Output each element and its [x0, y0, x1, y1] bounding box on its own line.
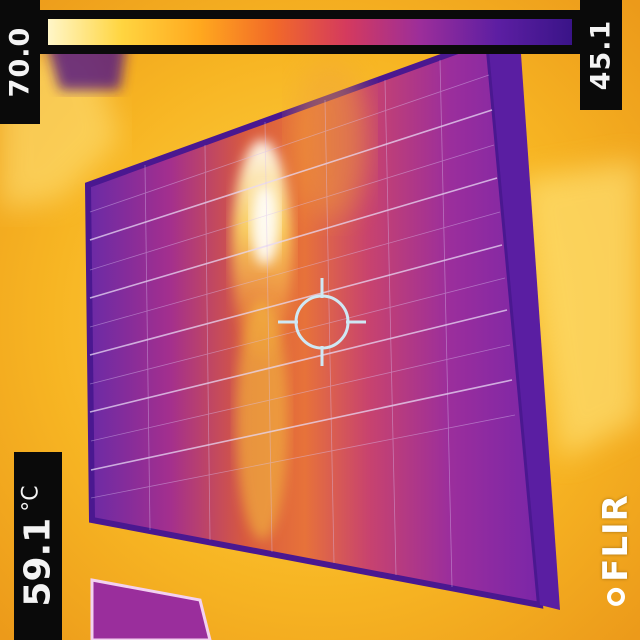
- brand-name: FLIR: [596, 494, 636, 582]
- spot-temperature-wrap: 59.1 °C: [18, 485, 59, 606]
- hot-core: [251, 185, 279, 265]
- solar-panel-frame-right: [488, 40, 560, 610]
- scale-min-label: 45.1: [585, 19, 617, 91]
- color-scale-gradient: [48, 19, 572, 45]
- hot-lower: [236, 300, 288, 540]
- spot-temperature-readout: 59.1 °C: [14, 452, 62, 640]
- scale-max-label: 70.0: [4, 26, 36, 98]
- scale-min-readout: 45.1: [580, 0, 622, 110]
- background-hot-patch: [520, 160, 640, 460]
- brand-logo: FLIR: [592, 470, 640, 630]
- panel-grid-horizontal: [89, 109, 513, 471]
- solar-panel: [88, 40, 540, 605]
- spot-crosshair: [278, 278, 366, 366]
- color-scale-bar: [40, 10, 580, 54]
- scale-max-readout: 70.0: [0, 0, 40, 124]
- spot-temperature-unit: °C: [18, 485, 44, 512]
- brand-logo-wrap: FLIR: [596, 494, 636, 606]
- spot-temperature-value: 59.1: [17, 517, 59, 607]
- lower-panel-frame: [90, 578, 212, 640]
- flir-logo-icon: [607, 587, 625, 606]
- warm-zone: [290, 60, 370, 220]
- lower-panel: [92, 580, 210, 640]
